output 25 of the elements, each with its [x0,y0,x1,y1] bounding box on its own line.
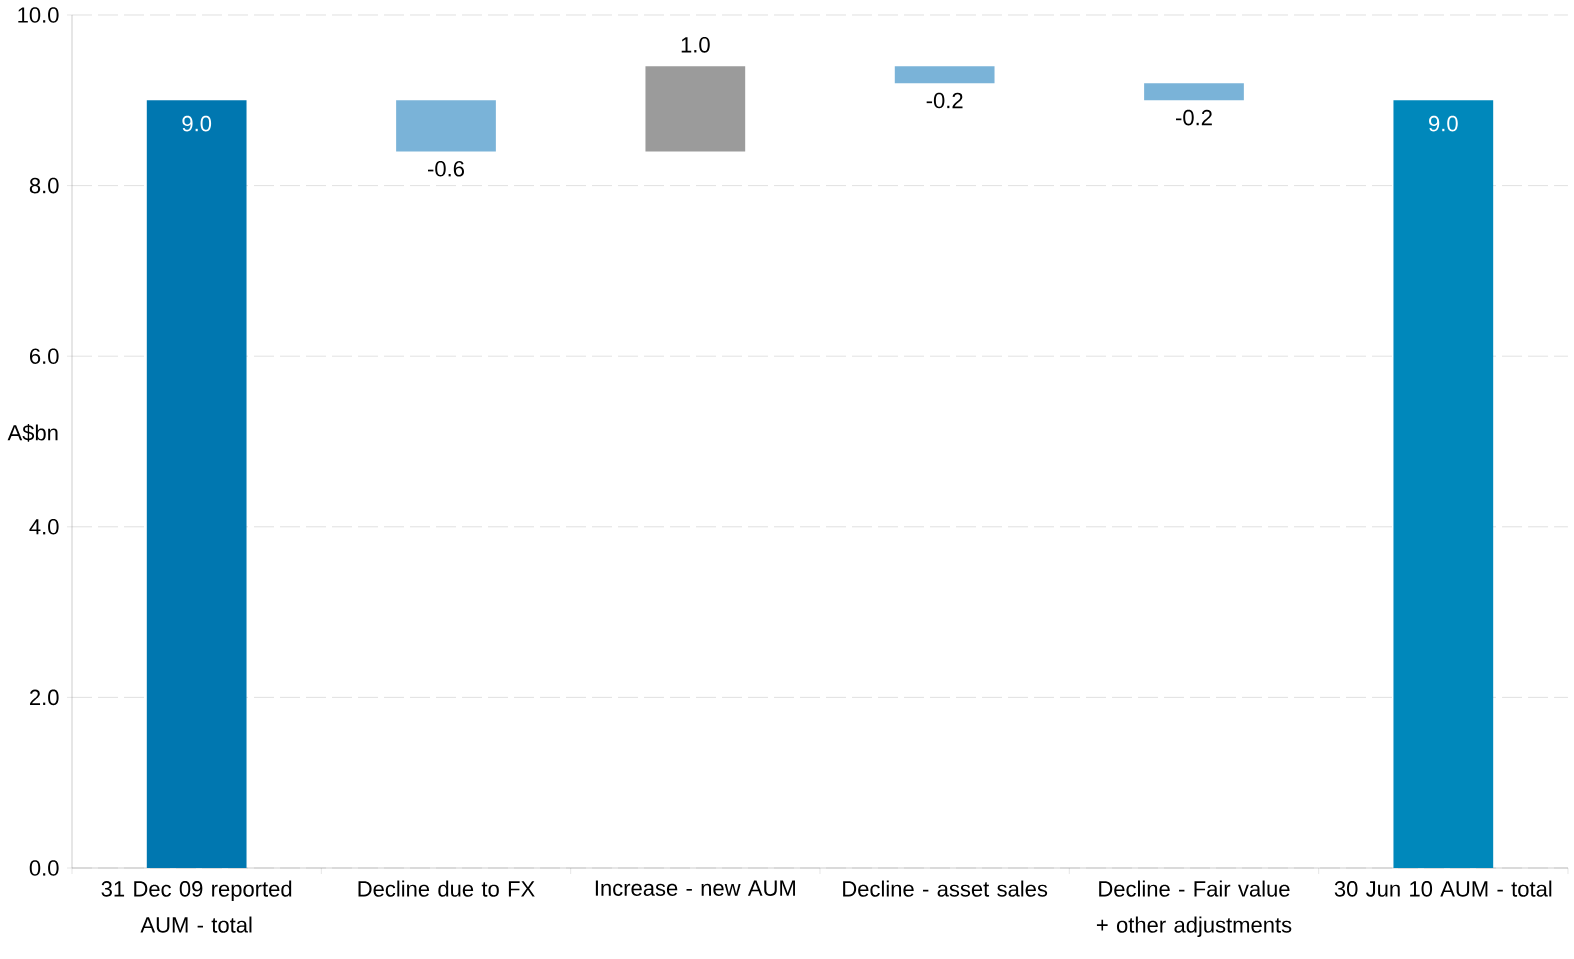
y-tick-label: 4.0 [29,519,59,535]
x-tick-label: Increase - new AUM [595,880,795,896]
x-tick-label: Decline due to FX [358,880,535,897]
y-tick-label: 8.0 [29,177,59,194]
data-label: -0.6 [428,161,464,177]
data-label: 9.0 [182,115,212,132]
data-label: 9.0 [1429,115,1458,132]
bar [645,66,746,152]
x-tick-label: Decline - asset sales [843,880,1048,897]
x-tick-label: 30 Jun 10 AUM - total [1334,880,1552,897]
y-tick-label: 2.0 [30,689,59,706]
x-tick-label: Decline - Fair value + other adjustments [1096,880,1292,938]
bar [396,100,496,152]
data-label: 1.0 [681,37,710,53]
y-tick-label: 0.0 [29,860,59,876]
data-label: -0.2 [926,92,963,109]
y-axis-title: A$bn [7,424,58,442]
bar [146,100,247,868]
bar [1393,100,1494,868]
data-label: -0.2 [1176,109,1212,126]
x-tick-label: 31 Dec 09 reported AUM - total [101,880,292,933]
y-tick-label: 10.0 [18,7,59,23]
bar [1144,83,1244,101]
bar [894,66,995,84]
y-tick-label: 6.0 [30,348,59,364]
